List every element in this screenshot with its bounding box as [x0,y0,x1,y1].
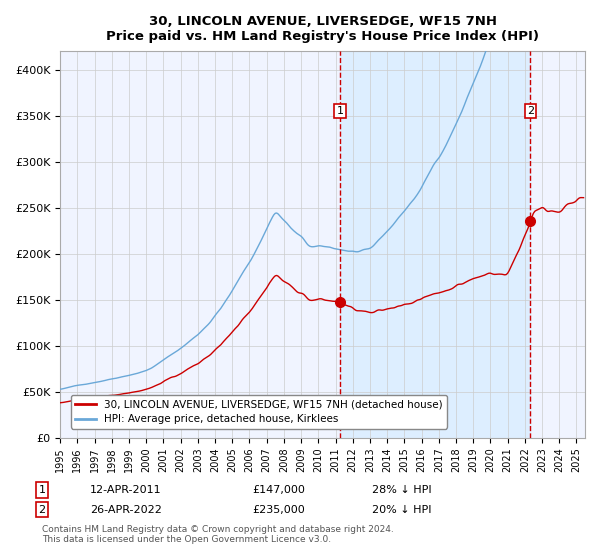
Legend: 30, LINCOLN AVENUE, LIVERSEDGE, WF15 7NH (detached house), HPI: Average price, d: 30, LINCOLN AVENUE, LIVERSEDGE, WF15 7NH… [71,395,447,428]
Title: 30, LINCOLN AVENUE, LIVERSEDGE, WF15 7NH
Price paid vs. HM Land Registry's House: 30, LINCOLN AVENUE, LIVERSEDGE, WF15 7NH… [106,15,539,43]
Text: Contains HM Land Registry data © Crown copyright and database right 2024.
This d: Contains HM Land Registry data © Crown c… [42,525,394,544]
Text: £235,000: £235,000 [252,505,305,515]
Text: 26-APR-2022: 26-APR-2022 [90,505,162,515]
Text: 2: 2 [527,106,534,116]
Text: 2: 2 [38,505,46,515]
Text: 1: 1 [337,106,344,116]
Bar [340,51,530,437]
Text: 12-APR-2011: 12-APR-2011 [90,485,161,495]
Text: 20% ↓ HPI: 20% ↓ HPI [372,505,431,515]
Text: 1: 1 [38,485,46,495]
Text: £147,000: £147,000 [252,485,305,495]
Text: 28% ↓ HPI: 28% ↓ HPI [372,485,431,495]
